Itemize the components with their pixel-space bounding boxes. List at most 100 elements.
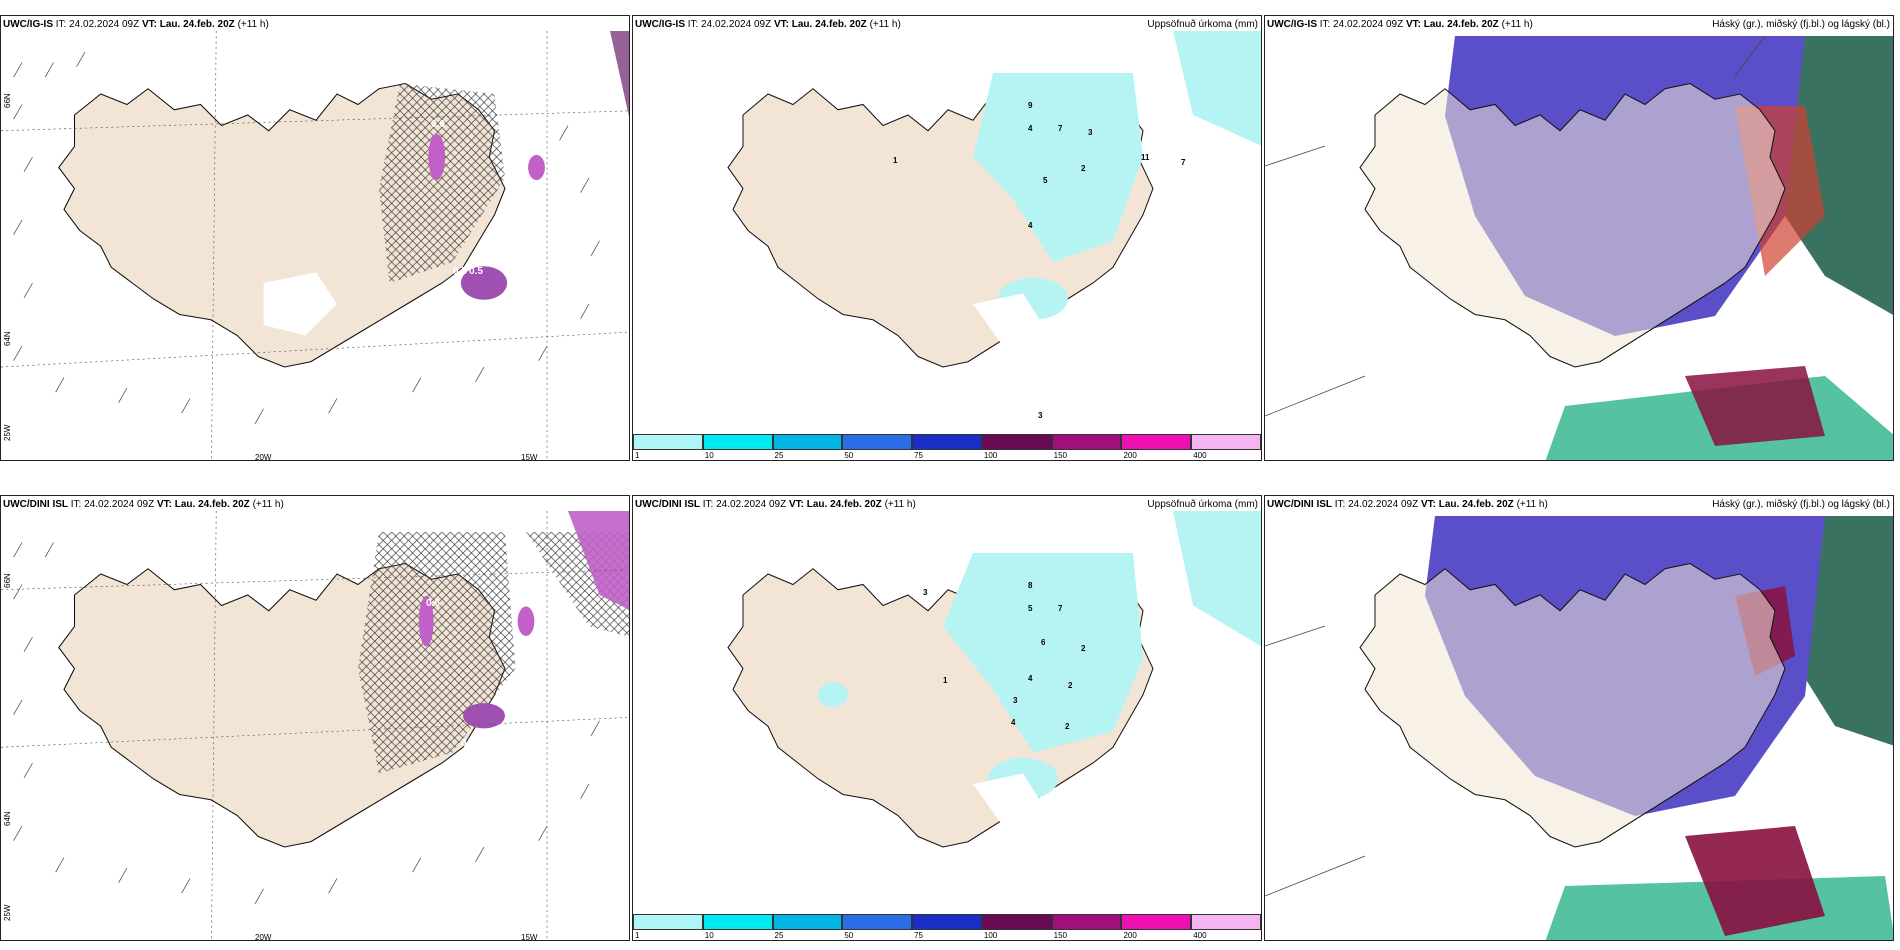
colorbar-label: 25 bbox=[774, 451, 784, 460]
colorbar-swatch bbox=[981, 914, 1052, 930]
colorbar-swatch bbox=[1051, 914, 1122, 930]
colorbar-label: 25 bbox=[774, 931, 784, 940]
precip-value: 3 bbox=[923, 588, 928, 597]
cloud-title: Háský (gr.), miðský (fj.bl.) og lágský (… bbox=[1712, 19, 1890, 30]
colorbar-label: 100 bbox=[983, 931, 998, 940]
precip-value: 6 bbox=[1041, 638, 1046, 647]
wind-panel-bottom: UWC/DINI ISL IT: 24.02.2024 09Z VT: Lau.… bbox=[0, 495, 630, 941]
cloud-map-bottom bbox=[1265, 516, 1893, 940]
precip-map-top bbox=[727, 31, 1261, 368]
panel-header: UWC/DINI ISL IT: 24.02.2024 09Z VT: Lau.… bbox=[3, 499, 284, 510]
lat-label-64n: 64N bbox=[3, 331, 12, 346]
colorbar-label: 1 bbox=[635, 451, 640, 460]
precip-value: 5 bbox=[1028, 604, 1033, 613]
lon-label-20w: 20W bbox=[255, 453, 272, 461]
colorbar-swatch bbox=[1051, 434, 1122, 450]
colorbar-label: 50 bbox=[844, 451, 854, 460]
colorbar-swatch bbox=[633, 434, 703, 450]
precip-value: 7 bbox=[1058, 124, 1063, 133]
precip-value: 4 bbox=[1028, 124, 1033, 133]
colorbar-swatch bbox=[912, 434, 982, 450]
precip-panel-bottom: UWC/DINI ISL IT: 24.02.2024 09Z VT: Lau.… bbox=[632, 495, 1262, 941]
precip-value: 1 bbox=[893, 156, 898, 165]
wind-value: 0.5 bbox=[461, 738, 475, 749]
colorbar-label: 400 bbox=[1193, 931, 1207, 940]
precip-value: 8 bbox=[1028, 581, 1033, 590]
colorbar-label: 10 bbox=[704, 451, 714, 460]
colorbar-label: 1 bbox=[635, 931, 640, 940]
wind-map-bottom bbox=[1, 510, 629, 940]
precip-value: 4 bbox=[1011, 718, 1016, 727]
precip-title: Uppsöfnuð úrkoma (mm) bbox=[1147, 499, 1258, 510]
colorbar-label: 150 bbox=[1053, 451, 1068, 460]
precip-value: 11 bbox=[1141, 153, 1150, 162]
precip-value: 5 bbox=[1043, 176, 1048, 185]
colorbar-swatch bbox=[981, 434, 1052, 450]
lat-label-64n: 64N bbox=[3, 811, 12, 826]
colorbar-swatch bbox=[772, 434, 843, 450]
colorbar-label: 400 bbox=[1193, 451, 1207, 460]
precip-panel-top: UWC/IG-IS IT: 24.02.2024 09Z VT: Lau. 24… bbox=[632, 15, 1262, 461]
panel-header: UWC/IG-IS IT: 24.02.2024 09Z VT: Lau. 24… bbox=[3, 19, 269, 30]
precip-map-bottom bbox=[727, 511, 1261, 848]
precip-colorbar: 1 10 25 50 75 100 150 200 400 bbox=[633, 432, 1261, 460]
colorbar-label: 75 bbox=[914, 451, 924, 460]
precip-colorbar: 1 10 25 50 75 100 150 200 400 bbox=[633, 912, 1261, 940]
lat-label-25w: 25W bbox=[3, 904, 12, 921]
wind-value: 0.3 bbox=[599, 59, 613, 70]
precip-value: 2 bbox=[1081, 644, 1086, 653]
colorbar-swatch bbox=[842, 914, 913, 930]
wind-value: 0.6 bbox=[431, 119, 445, 130]
panel-header: UWC/IG-IS IT: 24.02.2024 09Z VT: Lau. 24… bbox=[1267, 19, 1533, 30]
colorbar-swatch bbox=[772, 914, 843, 930]
colorbar-label: 50 bbox=[844, 931, 854, 940]
colorbar-swatch bbox=[842, 434, 913, 450]
colorbar-label: 75 bbox=[914, 931, 924, 940]
wind-value: 0.3 bbox=[606, 71, 620, 82]
precip-title: Uppsöfnuð úrkoma (mm) bbox=[1147, 19, 1258, 30]
precip-value: 2 bbox=[1068, 681, 1073, 690]
lon-label-15w: 15W bbox=[521, 933, 538, 941]
colorbar-label: 10 bbox=[704, 931, 714, 940]
cloud-panel-top: UWC/IG-IS IT: 24.02.2024 09Z VT: Lau. 24… bbox=[1264, 15, 1894, 461]
lat-label-66n: 66N bbox=[3, 573, 12, 588]
precip-value: 1 bbox=[943, 676, 948, 685]
panel-header: UWC/DINI ISL IT: 24.02.2024 09Z VT: Lau.… bbox=[635, 499, 916, 510]
precip-value: 7 bbox=[1181, 158, 1186, 167]
colorbar-label: 150 bbox=[1053, 931, 1068, 940]
colorbar-swatch bbox=[1191, 434, 1261, 450]
lon-label-15w: 15W bbox=[521, 453, 538, 461]
precip-value: 4 bbox=[1028, 674, 1033, 683]
colorbar-swatch bbox=[1121, 434, 1192, 450]
lon-label-20w: 20W bbox=[255, 933, 272, 941]
colorbar-swatch bbox=[1191, 914, 1261, 930]
wind-value: 0.6 bbox=[426, 598, 440, 609]
colorbar-swatch bbox=[702, 434, 773, 450]
colorbar-swatch bbox=[912, 914, 982, 930]
lat-label-25w: 25W bbox=[3, 424, 12, 441]
colorbar-label: 100 bbox=[983, 451, 998, 460]
precip-value: 7 bbox=[1058, 604, 1063, 613]
colorbar-swatch bbox=[633, 914, 703, 930]
wind-map-top bbox=[1, 30, 629, 460]
colorbar-label: 200 bbox=[1123, 451, 1137, 460]
colorbar-swatch bbox=[702, 914, 773, 930]
precip-value: 3 bbox=[1038, 411, 1043, 420]
precip-value: 3 bbox=[1013, 696, 1018, 705]
precip-value: 3 bbox=[1088, 128, 1093, 137]
panel-header: UWC/IG-IS IT: 24.02.2024 09Z VT: Lau. 24… bbox=[635, 19, 901, 30]
cloud-panel-bottom: UWC/DINI ISL IT: 24.02.2024 09Z VT: Lau.… bbox=[1264, 495, 1894, 941]
wind-value: 0.5 bbox=[469, 266, 483, 277]
precip-value: 2 bbox=[1081, 164, 1086, 173]
precip-value: 2 bbox=[1065, 722, 1070, 731]
wind-value: 0.5 bbox=[453, 266, 467, 277]
precip-value: 9 bbox=[1028, 101, 1033, 110]
panel-header: UWC/DINI ISL IT: 24.02.2024 09Z VT: Lau.… bbox=[1267, 499, 1548, 510]
lat-label-66n: 66N bbox=[3, 93, 12, 108]
precip-value: 4 bbox=[1028, 221, 1033, 230]
colorbar-swatch bbox=[1121, 914, 1192, 930]
colorbar-label: 200 bbox=[1123, 931, 1137, 940]
cloud-map-top bbox=[1265, 35, 1893, 460]
cloud-title: Háský (gr.), miðský (fj.bl.) og lágský (… bbox=[1712, 499, 1890, 510]
wind-panel-top: UWC/IG-IS IT: 24.02.2024 09Z VT: Lau. 24… bbox=[0, 15, 630, 461]
